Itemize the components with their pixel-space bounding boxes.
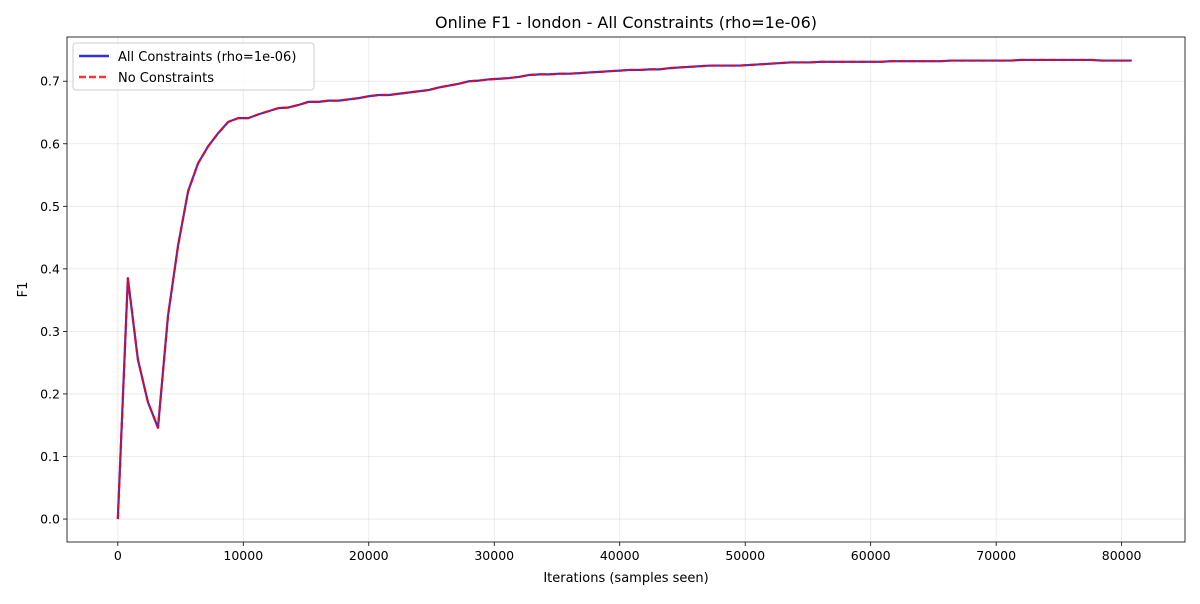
plot-frame <box>66 36 1186 543</box>
series-lines <box>116 58 1132 520</box>
x-tick-label: 70000 <box>976 548 1016 563</box>
axis-ticks: 0 10000 20000 30000 40000 50000 60000 70000 8000… <box>40 74 1141 563</box>
y-tick-label: 0.0 <box>40 512 60 527</box>
y-tick-label: 0.6 <box>40 136 60 151</box>
x-tick-label: 0 <box>114 548 122 563</box>
y-tick-label: 0.4 <box>40 261 60 276</box>
y-axis-title: F1 <box>16 282 31 298</box>
x-tick-label: 10000 <box>223 548 263 563</box>
y-tick-label: 0.1 <box>40 449 60 464</box>
x-tick-label: 40000 <box>600 548 640 563</box>
legend-label-all-constraints: All Constraints (rho=1e-06) <box>118 50 296 65</box>
x-tick-label: 50000 <box>725 548 765 563</box>
x-tick-label: 20000 <box>349 548 389 563</box>
x-tick-label: 30000 <box>474 548 514 563</box>
series-line-no-constraints <box>116 58 1132 520</box>
x-tick-label: 60000 <box>851 548 891 563</box>
legend-box <box>72 42 315 91</box>
y-tick-label: 0.3 <box>40 324 60 339</box>
legend-label-no-constraints: No Constraints <box>118 71 214 86</box>
chart-title: Online F1 - london - All Constraints (rh… <box>435 13 817 32</box>
x-axis-title: Iterations (samples seen) <box>543 571 708 586</box>
y-tick-label: 0.2 <box>40 386 60 401</box>
y-tick-label: 0.7 <box>40 74 60 89</box>
x-tick-label: 80000 <box>1102 548 1142 563</box>
grid-lines <box>67 37 1185 542</box>
legend: All Constraints (rho=1e-06) No Constrain… <box>72 42 315 91</box>
y-tick-label: 0.5 <box>40 199 60 214</box>
series-line-all-constraints <box>116 58 1132 520</box>
